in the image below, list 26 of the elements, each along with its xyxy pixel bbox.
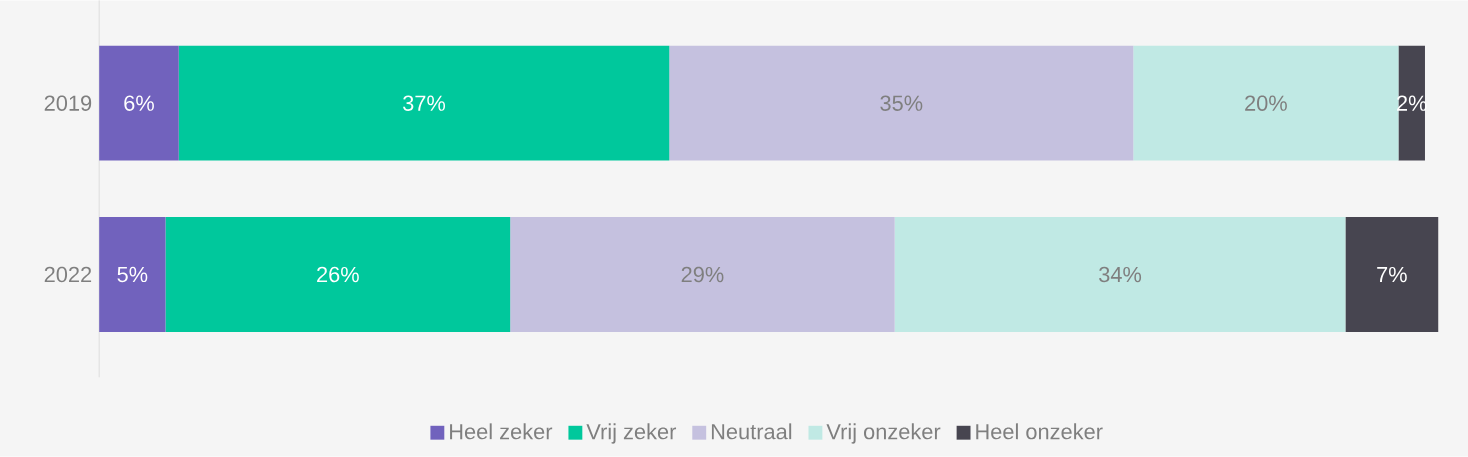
bar <box>1398 45 1425 161</box>
y-tick-label: 2019 <box>44 95 92 112</box>
y-tick-label: 2022 <box>44 266 92 283</box>
data-label: 7% <box>1377 267 1407 283</box>
data-label: 34% <box>1099 266 1142 283</box>
legend-label: Heel onzeker <box>976 423 1103 440</box>
data-label: 20% <box>1245 95 1287 112</box>
legend-label: Neutraal <box>711 423 792 440</box>
legend-label: Heel zeker <box>450 423 553 440</box>
legend-label: Vrij zeker <box>586 423 677 444</box>
bar <box>894 217 1346 333</box>
data-label: 37% <box>403 95 446 112</box>
legend-label: Vrij onzeker <box>826 423 941 444</box>
bar <box>99 217 166 333</box>
bar <box>1345 217 1439 333</box>
bar <box>510 217 895 333</box>
bar <box>1133 45 1399 161</box>
data-label: 6% <box>124 95 154 112</box>
bar <box>99 45 179 161</box>
data-label: 29% <box>681 266 724 283</box>
data-label: 26% <box>317 266 359 283</box>
bar <box>178 45 670 161</box>
bar <box>165 217 511 333</box>
data-label: 35% <box>880 95 923 112</box>
data-label: 5% <box>117 267 148 283</box>
bar <box>669 45 1134 161</box>
